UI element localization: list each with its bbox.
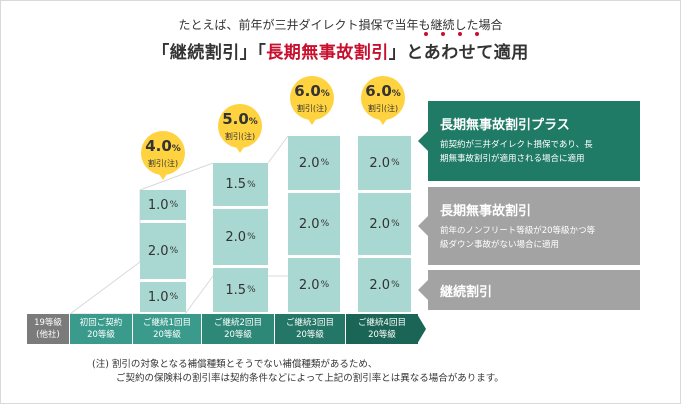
panel-heading: 継続割引 [440, 285, 493, 300]
headline-part4: とあわせて適用 [406, 43, 529, 63]
column-label-renewal-1: ご継続1回目 20等級 [133, 314, 201, 344]
column-label-19: 19等級 (他社) [27, 314, 69, 344]
panel-heading: 長期無事故割引 [440, 204, 532, 219]
footnote: (注) 割引の対象となる補償種類とそうでない補償種類があるため、 ご契約の保険料… [92, 359, 504, 384]
subtitle: たとえば、前年が三井ダイレクト損保で当年も継続した場合 [178, 18, 503, 32]
panel-heading: 長期無事故割引プラス [440, 118, 570, 133]
discount-bubble: 5.0% 割引(注) [218, 104, 262, 153]
segment-continuation: 2.0% [288, 258, 340, 312]
column-label-renewal-2: ご継続2回目 20等級 [202, 314, 274, 344]
headline-part3: 」 [388, 43, 407, 63]
column-label-initial: 初回ご契約 20等級 [70, 314, 132, 344]
panel-description: 前年のノンフリート等級が20等級かつ等 級ダウン事故がない場合に適用 [440, 226, 596, 250]
emphasis-dot [458, 32, 462, 36]
discount-bubble: 6.0% 割引(注) [290, 76, 334, 125]
segment-long-term: 2.0% [140, 223, 186, 279]
segment-continuation: 2.0% [358, 258, 411, 312]
arrow-tip [417, 314, 426, 344]
panel-continuation: 継続割引 [428, 270, 640, 310]
discount-bubble: 6.0% 割引(注) [361, 76, 405, 125]
headline: 「継続割引」「長期無事故割引」とあわせて適用 [0, 38, 681, 63]
column-label-renewal-3: ご継続3回目 20等級 [275, 314, 345, 344]
panel-long-term: 長期無事故割引 前年のノンフリート等級が20等級かつ等 級ダウン事故がない場合に適… [428, 187, 640, 265]
segment-long-term-plus: 1.0% [140, 190, 186, 220]
emphasis-dot [441, 32, 445, 36]
segment-long-term: 2.0% [213, 209, 268, 265]
segment-long-term-plus: 2.0% [358, 136, 411, 190]
segment-long-term-plus: 1.5% [213, 163, 268, 206]
panel-long-term-plus: 長期無事故割引プラス 前契約が三井ダイレクト損保であり、長 期無事故割引が適用され… [428, 101, 640, 181]
segment-long-term: 2.0% [358, 193, 411, 255]
segment-long-term: 2.0% [288, 193, 340, 255]
emphasis-dot [424, 32, 428, 36]
panel-pointer [418, 280, 428, 300]
headline-red: 長期無事故割引 [266, 43, 389, 63]
column-label-renewal-4: ご継続4回目 20等級 [346, 314, 418, 344]
headline-part1: 「継続割引」「 [152, 43, 267, 63]
segment-continuation: 1.5% [213, 268, 268, 312]
segment-long-term-plus: 2.0% [288, 136, 340, 190]
panel-pointer [418, 216, 428, 236]
panel-pointer [418, 131, 428, 151]
emphasis-dot [475, 32, 479, 36]
discount-bubble: 4.0% 割引(注) [141, 131, 185, 180]
panel-description: 前契約が三井ダイレクト損保であり、長 期無事故割引が適用される場合に適用 [440, 140, 593, 164]
segment-continuation: 1.0% [140, 282, 186, 312]
